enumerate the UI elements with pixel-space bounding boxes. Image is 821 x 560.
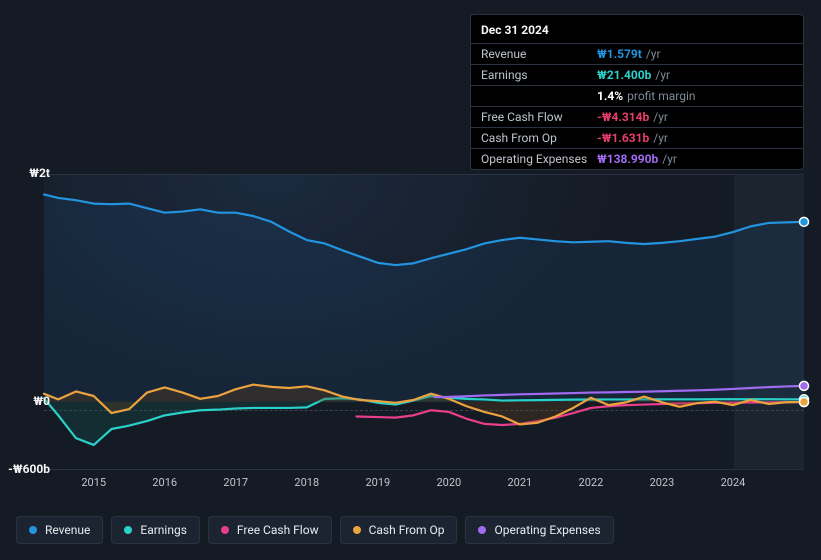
- chart-tooltip: Dec 31 2024 Revenue₩1.579t/yrEarnings₩21…: [470, 14, 804, 170]
- series-area: [44, 194, 804, 401]
- legend-item-cash-from-op[interactable]: Cash From Op: [340, 516, 458, 544]
- tooltip-metric-unit: /yr: [646, 47, 661, 61]
- y-axis-label: ₩2t: [20, 166, 50, 180]
- x-axis-label: 2024: [713, 476, 753, 489]
- legend-item-earnings[interactable]: Earnings: [111, 516, 200, 544]
- tooltip-metric-label: Earnings: [481, 68, 597, 82]
- legend-item-revenue[interactable]: Revenue: [16, 516, 103, 544]
- x-axis-label: 2018: [287, 476, 327, 489]
- tooltip-metric-label: Revenue: [481, 47, 597, 61]
- x-axis-label: 2016: [145, 476, 185, 489]
- legend-swatch: [124, 526, 132, 534]
- legend-label: Operating Expenses: [494, 523, 600, 537]
- x-axis-label: 2017: [216, 476, 256, 489]
- y-axis-label: -₩600b: [6, 462, 50, 476]
- tooltip-metric-unit: /yr: [653, 131, 668, 145]
- tooltip-row: Free Cash Flow-₩4.314b/yr: [471, 106, 803, 127]
- legend-swatch: [478, 526, 486, 534]
- legend-swatch: [353, 526, 361, 534]
- tooltip-metric-label: Free Cash Flow: [481, 110, 597, 124]
- x-axis-label: 2020: [429, 476, 469, 489]
- x-axis-label: 2022: [571, 476, 611, 489]
- series-line: [357, 402, 804, 425]
- tooltip-row-extra: 1.4% profit margin: [471, 85, 803, 106]
- y-axis-label: ₩0: [20, 394, 50, 408]
- tooltip-metric-label: Cash From Op: [481, 131, 597, 145]
- legend-label: Free Cash Flow: [237, 523, 319, 537]
- tooltip-metric-unit: /yr: [655, 68, 670, 82]
- x-axis-label: 2015: [74, 476, 114, 489]
- legend-label: Earnings: [140, 523, 187, 537]
- tooltip-metric-value: -₩1.631b: [597, 131, 649, 145]
- legend-swatch: [29, 526, 37, 534]
- tooltip-metric-unit: /yr: [653, 110, 668, 124]
- legend-label: Cash From Op: [369, 523, 445, 537]
- financials-chart[interactable]: ₩2t ₩0 -₩600b 2015 2016 2017 2018 2019 2020 2021…: [0, 160, 821, 560]
- tooltip-metric-value: -₩4.314b: [597, 110, 649, 124]
- legend-item-free-cash-flow[interactable]: Free Cash Flow: [208, 516, 332, 544]
- tooltip-row: Revenue₩1.579t/yr: [471, 43, 803, 64]
- series-end-marker: [800, 397, 809, 406]
- tooltip-metric-value: ₩21.400b: [597, 68, 651, 82]
- tooltip-extra-unit: profit margin: [627, 89, 695, 103]
- legend-label: Revenue: [45, 523, 90, 537]
- series-end-marker: [800, 217, 809, 226]
- x-axis-label: 2023: [642, 476, 682, 489]
- x-axis-label: 2021: [500, 476, 540, 489]
- tooltip-metric-value: ₩1.579t: [597, 47, 642, 61]
- series-end-marker: [800, 381, 809, 390]
- legend-swatch: [221, 526, 229, 534]
- tooltip-row: Earnings₩21.400b/yr: [471, 64, 803, 85]
- chart-series-layer: [44, 174, 804, 470]
- tooltip-row: Cash From Op-₩1.631b/yr: [471, 127, 803, 148]
- chart-legend: Revenue Earnings Free Cash Flow Cash From O…: [16, 516, 614, 544]
- tooltip-date: Dec 31 2024: [471, 19, 803, 43]
- legend-item-operating-expenses[interactable]: Operating Expenses: [465, 516, 613, 544]
- tooltip-extra-value: 1.4%: [597, 89, 623, 103]
- x-axis-label: 2019: [358, 476, 398, 489]
